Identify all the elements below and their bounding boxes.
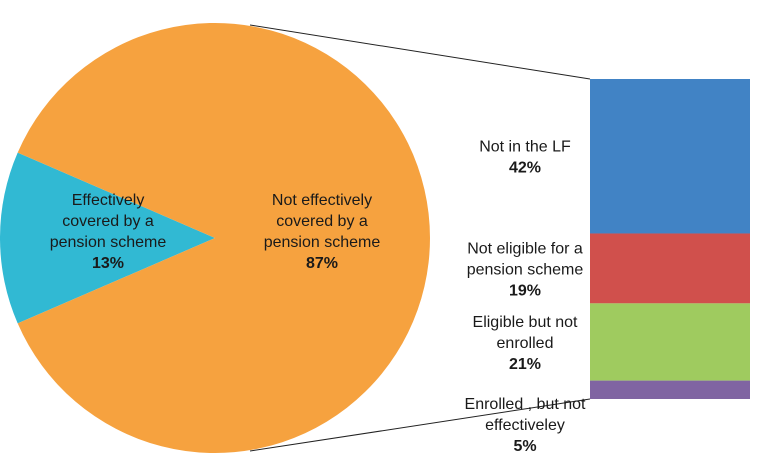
bar-segment-eligible-but-not-enrolled (590, 303, 750, 381)
pie-slice-label: Effectively covered by a pension scheme 13% (50, 192, 167, 272)
stacked-bar (590, 79, 750, 399)
pie-slice-value-label: 87% (306, 255, 338, 272)
pie-slice-label: Not effectively covered by a pension schem… (264, 192, 381, 272)
connector-line-bottom (249, 398, 591, 452)
bar-segment-not-in-the-lf (590, 79, 750, 234)
connector-line-top (249, 24, 591, 80)
bar-segment-value-label: 5% (513, 438, 536, 455)
bar-segment-value-label: 42% (509, 160, 541, 177)
bar-segment-label: Enrolled , but not effectiveley 5% (465, 396, 587, 455)
pie (0, 22, 430, 454)
bar-segment-enrolled-but-not-effectiveley (590, 380, 750, 399)
bar-segment-label: Not in the LF 42% (479, 139, 571, 177)
pie-slice-value-label: 13% (92, 255, 124, 272)
bar-segment-value-label: 19% (509, 282, 541, 299)
pie-slice-effectively-covered-by-a-pension-scheme (0, 152, 215, 324)
bar-segment-not-eligible-for-a-pension-scheme (590, 233, 750, 304)
bar-segment-label: Not eligible for a pension scheme 19% (467, 240, 584, 299)
connector-lines (249, 24, 591, 452)
labels: Effectively covered by a pension scheme 13%… (50, 139, 586, 455)
bar-segment-value-label: 21% (509, 356, 541, 373)
pie-slice-not-effectively-covered-by-a-pension-scheme (17, 22, 430, 454)
bar-segment-label: Eligible but not enrolled 21% (473, 314, 579, 373)
